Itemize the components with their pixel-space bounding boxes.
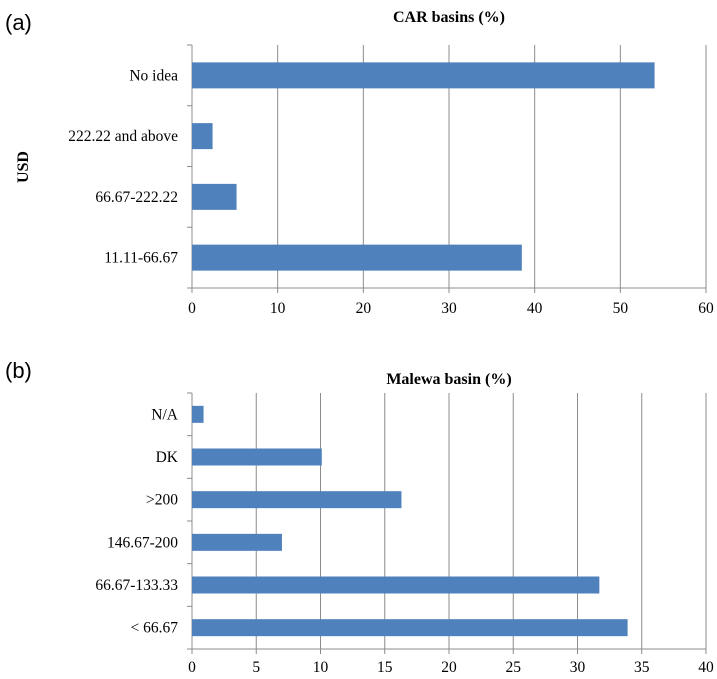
bar bbox=[192, 405, 204, 423]
x-tick-label: 5 bbox=[252, 659, 260, 676]
x-tick-label: 60 bbox=[698, 300, 714, 317]
bar bbox=[192, 62, 655, 89]
y-axis-label: USD bbox=[15, 151, 32, 183]
category-label: 66.67-133.33 bbox=[95, 577, 178, 594]
chart-title: Malewa basin (%) bbox=[386, 371, 511, 388]
x-tick-label: 40 bbox=[698, 659, 714, 676]
x-tick-label: 40 bbox=[527, 300, 543, 317]
panel-a: (a) CAR basins (%) USD 0 10 20 30 40 50 60 No idea… bbox=[5, 9, 714, 317]
bar bbox=[192, 183, 237, 210]
bar bbox=[192, 576, 600, 594]
x-tick-label: 20 bbox=[356, 300, 372, 317]
category-label: >200 bbox=[146, 492, 178, 509]
category-label: No idea bbox=[129, 67, 178, 84]
category-label: 146.67-200 bbox=[107, 534, 178, 551]
x-tick-label: 30 bbox=[570, 659, 586, 676]
bar bbox=[192, 619, 628, 637]
bar bbox=[192, 491, 402, 509]
x-tick-label: 0 bbox=[188, 300, 196, 317]
x-tick-label: 25 bbox=[506, 659, 522, 676]
category-label: < 66.67 bbox=[131, 620, 179, 637]
category-label: 222.22 and above bbox=[68, 128, 178, 145]
x-tick-label: 10 bbox=[313, 659, 329, 676]
category-label: 11.11-66.67 bbox=[104, 250, 178, 267]
x-tick-label: 50 bbox=[613, 300, 629, 317]
category-label: N/A bbox=[151, 406, 179, 423]
bar bbox=[192, 244, 522, 271]
x-tick-label: 30 bbox=[441, 300, 457, 317]
x-tick-label: 10 bbox=[270, 300, 286, 317]
panel-label: (a) bbox=[5, 10, 32, 35]
bar bbox=[192, 448, 322, 466]
x-tick-label: 20 bbox=[441, 659, 457, 676]
bar bbox=[192, 123, 213, 150]
panel-label: (b) bbox=[5, 358, 32, 383]
category-label: DK bbox=[156, 449, 179, 466]
bar bbox=[192, 533, 282, 551]
chart-title: CAR basins (%) bbox=[393, 9, 505, 26]
x-tick-label: 15 bbox=[377, 659, 393, 676]
x-tick-label: 0 bbox=[188, 659, 196, 676]
x-tick-label: 35 bbox=[634, 659, 650, 676]
panel-b: (b) Malewa basin (%) 0 5 10 15 20 25 30 35 40 N/A DK… bbox=[5, 358, 714, 676]
category-label: 66.67-222.22 bbox=[95, 189, 178, 206]
